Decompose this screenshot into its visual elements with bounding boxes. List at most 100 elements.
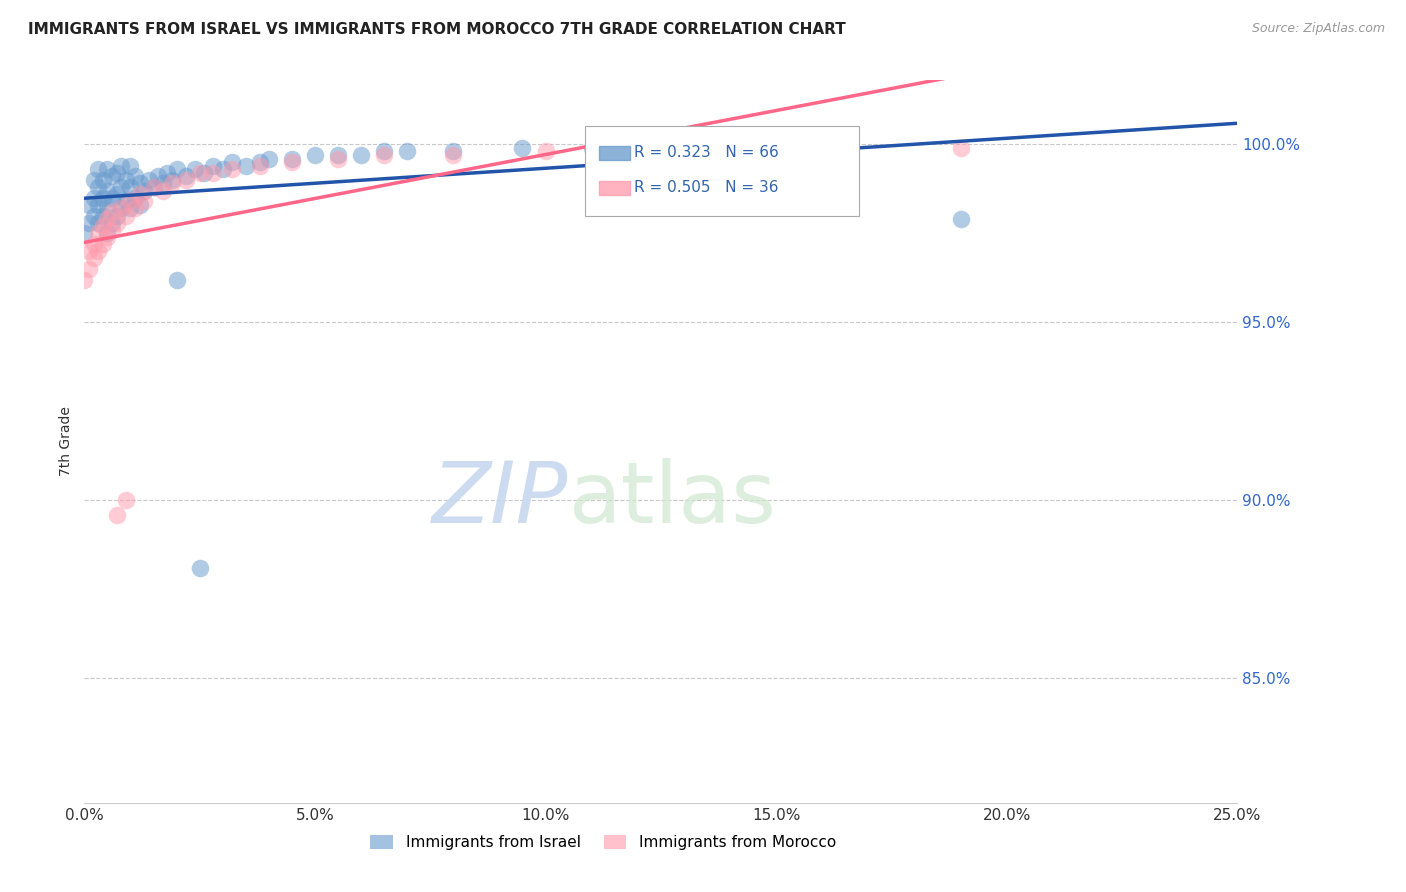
Point bbox=[101, 191, 124, 205]
Point bbox=[326, 148, 349, 162]
Point bbox=[350, 148, 373, 162]
Point bbox=[77, 216, 100, 230]
Point bbox=[96, 212, 118, 227]
Point bbox=[281, 152, 304, 166]
Point bbox=[73, 227, 96, 241]
Point bbox=[581, 141, 603, 155]
Point bbox=[91, 209, 114, 223]
Point bbox=[152, 177, 174, 191]
Point bbox=[77, 198, 100, 212]
Point bbox=[202, 159, 225, 173]
Point bbox=[142, 180, 165, 194]
Point bbox=[184, 162, 207, 177]
Point bbox=[83, 209, 105, 223]
Point bbox=[83, 237, 105, 252]
Point bbox=[160, 177, 183, 191]
Point bbox=[115, 194, 138, 209]
Point bbox=[91, 219, 114, 234]
Point bbox=[146, 169, 169, 184]
Point bbox=[87, 244, 110, 259]
Point bbox=[105, 166, 128, 180]
Point bbox=[134, 194, 156, 209]
Point bbox=[105, 508, 128, 522]
Point bbox=[101, 216, 124, 230]
Point bbox=[87, 227, 110, 241]
Point bbox=[128, 177, 150, 191]
Point bbox=[152, 184, 174, 198]
Point bbox=[128, 198, 150, 212]
Point bbox=[188, 561, 211, 575]
Point bbox=[124, 202, 146, 216]
Point bbox=[83, 191, 105, 205]
Point bbox=[105, 216, 128, 230]
Point bbox=[128, 187, 150, 202]
Point bbox=[115, 493, 138, 508]
Point bbox=[77, 261, 100, 276]
Point bbox=[672, 141, 695, 155]
Point bbox=[115, 173, 138, 187]
Point bbox=[96, 184, 118, 198]
Point bbox=[124, 169, 146, 184]
Point bbox=[304, 148, 326, 162]
Point bbox=[156, 166, 179, 180]
Point bbox=[115, 209, 138, 223]
Text: R = 0.323   N = 66: R = 0.323 N = 66 bbox=[634, 145, 779, 160]
Point bbox=[134, 184, 156, 198]
Point bbox=[124, 191, 146, 205]
Point bbox=[949, 212, 972, 227]
Point bbox=[91, 173, 114, 187]
Text: atlas: atlas bbox=[568, 458, 776, 541]
Point bbox=[138, 173, 160, 187]
Point bbox=[193, 166, 215, 180]
Point bbox=[257, 152, 280, 166]
Point bbox=[83, 252, 105, 266]
Point bbox=[87, 216, 110, 230]
Point bbox=[105, 187, 128, 202]
Point bbox=[373, 145, 395, 159]
Point bbox=[188, 166, 211, 180]
Point bbox=[110, 159, 132, 173]
Point bbox=[91, 191, 114, 205]
Point bbox=[174, 169, 197, 184]
Point bbox=[120, 159, 142, 173]
Text: Source: ZipAtlas.com: Source: ZipAtlas.com bbox=[1251, 22, 1385, 36]
Legend: Immigrants from Israel, Immigrants from Morocco: Immigrants from Israel, Immigrants from … bbox=[364, 830, 842, 856]
Point bbox=[534, 145, 557, 159]
Point bbox=[221, 162, 243, 177]
Point bbox=[110, 202, 132, 216]
Point bbox=[110, 202, 132, 216]
Point bbox=[142, 180, 165, 194]
Point bbox=[166, 272, 188, 286]
Point bbox=[441, 145, 464, 159]
Point bbox=[235, 159, 257, 173]
Point bbox=[512, 141, 534, 155]
Text: R = 0.505   N = 36: R = 0.505 N = 36 bbox=[634, 179, 779, 194]
Point bbox=[249, 159, 271, 173]
Point bbox=[221, 155, 243, 169]
Point bbox=[101, 205, 124, 219]
Point bbox=[396, 145, 419, 159]
Point bbox=[326, 152, 349, 166]
Point bbox=[96, 227, 118, 241]
Point bbox=[87, 198, 110, 212]
Point bbox=[211, 162, 233, 177]
Point bbox=[373, 148, 395, 162]
Point bbox=[202, 166, 225, 180]
Point bbox=[73, 272, 96, 286]
Point bbox=[120, 194, 142, 209]
Point bbox=[91, 237, 114, 252]
Point bbox=[120, 180, 142, 194]
Text: IMMIGRANTS FROM ISRAEL VS IMMIGRANTS FROM MOROCCO 7TH GRADE CORRELATION CHART: IMMIGRANTS FROM ISRAEL VS IMMIGRANTS FRO… bbox=[28, 22, 846, 37]
Point bbox=[96, 202, 118, 216]
Point bbox=[249, 155, 271, 169]
Point bbox=[77, 244, 100, 259]
Point bbox=[281, 155, 304, 169]
Point bbox=[160, 173, 183, 187]
Point bbox=[105, 209, 128, 223]
Point bbox=[83, 173, 105, 187]
Point bbox=[110, 180, 132, 194]
Point bbox=[174, 173, 197, 187]
Point bbox=[101, 169, 124, 184]
Point bbox=[949, 141, 972, 155]
Y-axis label: 7th Grade: 7th Grade bbox=[59, 407, 73, 476]
